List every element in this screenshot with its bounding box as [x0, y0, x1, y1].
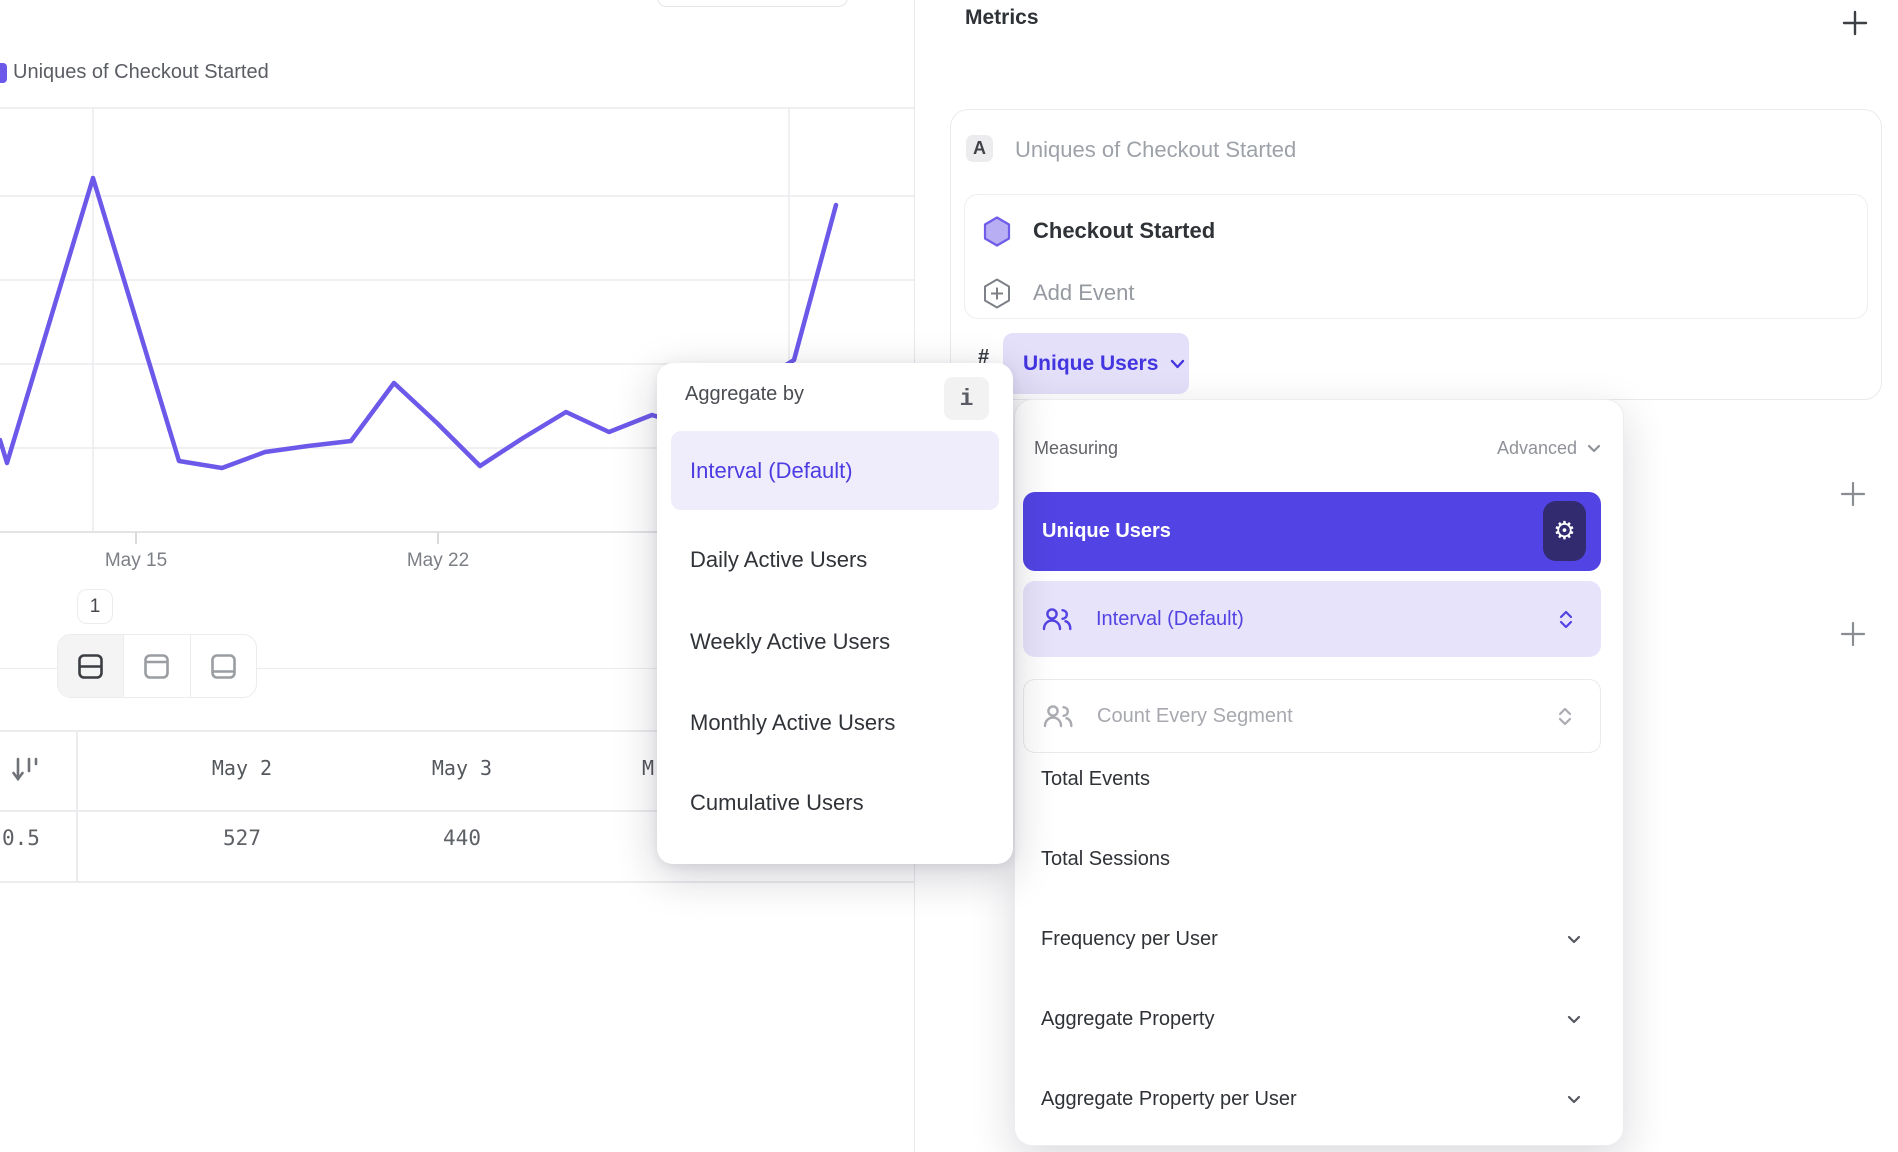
pagination-badge[interactable]: 1 [77, 589, 113, 624]
users-icon [1043, 705, 1073, 728]
option-label: Frequency per User [1041, 927, 1218, 950]
info-icon[interactable]: i [944, 377, 989, 420]
table-cell: 527 [223, 826, 261, 850]
section-divider [0, 668, 914, 669]
measurement-chip-label: Unique Users [1023, 351, 1159, 375]
advanced-label: Advanced [1496, 438, 1577, 458]
metric-card: A Uniques of Checkout Started Checkout S… [950, 109, 1882, 400]
table-border [0, 810, 914, 812]
measuring-option-total-sessions[interactable]: Total Sessions [1041, 847, 1170, 870]
add-event-label: Add Event [1033, 280, 1135, 305]
users-icon [1042, 608, 1072, 631]
add-event-hexagon-icon [984, 278, 1010, 308]
split-rows-icon [78, 653, 103, 679]
add-metric-icon[interactable] [1840, 8, 1870, 38]
option-label: Aggregate Property [1041, 1007, 1215, 1030]
measuring-popup: Measuring Advanced Unique Users ⚙ Interv… [1014, 399, 1624, 1146]
bottom-bar-icon [211, 653, 236, 679]
chevron-down-icon [1567, 1095, 1581, 1103]
count-every-segment-label: Count Every Segment [1097, 704, 1293, 727]
option-label: Aggregate Property per User [1041, 1087, 1297, 1110]
event-row[interactable]: Checkout Started [975, 205, 1855, 257]
selected-option-label: Unique Users [1042, 520, 1171, 542]
metric-letter-badge: A [966, 135, 993, 162]
table-border [76, 730, 78, 882]
count-every-segment-dropdown[interactable]: Count Every Segment [1023, 679, 1601, 753]
sort-icon[interactable] [10, 753, 44, 787]
interval-dropdown[interactable]: Interval (Default) [1023, 581, 1601, 657]
up-down-chevrons-icon [1559, 610, 1573, 628]
aggregate-option-weekly-active-users[interactable]: Weekly Active Users [690, 629, 891, 654]
table-row-label: 0.5 [2, 826, 40, 850]
view-layout-toggle [57, 634, 257, 698]
add-section-icon[interactable] [1838, 479, 1868, 509]
measuring-option-aggregate-property[interactable]: Aggregate Property [1041, 999, 1601, 1039]
table-header-cell[interactable]: M [642, 756, 655, 780]
advanced-toggle[interactable]: Advanced [1497, 438, 1601, 459]
aggregate-by-title: Aggregate by [685, 383, 804, 405]
event-hexagon-icon [983, 215, 1011, 247]
aggregate-option-interval-selected[interactable]: Interval (Default) [671, 431, 999, 510]
number-type-symbol: # [978, 346, 990, 368]
aggregate-option-cumulative-users[interactable]: Cumulative Users [690, 790, 864, 815]
event-card: Checkout Started Add Event [964, 194, 1868, 319]
table-border [0, 730, 914, 732]
gear-icon[interactable]: ⚙ [1543, 501, 1586, 561]
chevron-down-icon [1171, 359, 1185, 368]
chevron-down-icon [1567, 1015, 1581, 1023]
chart-legend-label: Uniques of Checkout Started [13, 61, 269, 83]
add-section-icon[interactable] [1838, 619, 1868, 649]
layout-split-button[interactable] [58, 635, 124, 697]
table-header-cell[interactable]: May 3 [431, 756, 493, 780]
measuring-option-aggregate-property-per-user[interactable]: Aggregate Property per User [1041, 1079, 1601, 1119]
aggregate-by-popup: Aggregate by i Interval (Default) Daily … [657, 363, 1013, 864]
x-axis-tick-label: May 15 [104, 550, 168, 571]
measuring-option-frequency-per-user[interactable]: Frequency per User [1041, 919, 1601, 959]
interval-dropdown-label: Interval (Default) [1096, 607, 1244, 630]
measuring-title: Measuring [1034, 438, 1119, 458]
aggregate-option-daily-active-users[interactable]: Daily Active Users [690, 547, 868, 572]
measuring-option-unique-users-selected[interactable]: Unique Users ⚙ [1023, 492, 1601, 571]
measuring-option-total-events[interactable]: Total Events [1041, 767, 1150, 790]
layout-top-button[interactable] [123, 635, 189, 697]
aggregate-option-monthly-active-users[interactable]: Monthly Active Users [690, 710, 896, 735]
add-event-row[interactable]: Add Event [975, 267, 1855, 319]
table-border [0, 881, 914, 883]
x-axis-tick-label: May 22 [406, 550, 470, 571]
chevron-down-icon [1567, 935, 1581, 943]
cutoff-toolbar-pill[interactable] [657, 0, 848, 7]
up-down-chevrons-icon [1558, 707, 1572, 725]
top-bar-icon [144, 653, 170, 679]
table-cell: 440 [443, 826, 481, 850]
legend-color-swatch [0, 63, 7, 83]
chevron-down-icon [1587, 444, 1601, 453]
measurement-chip[interactable]: Unique Users [1003, 333, 1189, 394]
event-name: Checkout Started [1033, 218, 1216, 243]
metrics-panel-title: Metrics [965, 6, 1039, 29]
layout-bottom-button[interactable] [189, 635, 256, 697]
table-header-cell[interactable]: May 2 [211, 756, 273, 780]
metric-title[interactable]: Uniques of Checkout Started [1015, 137, 1297, 162]
